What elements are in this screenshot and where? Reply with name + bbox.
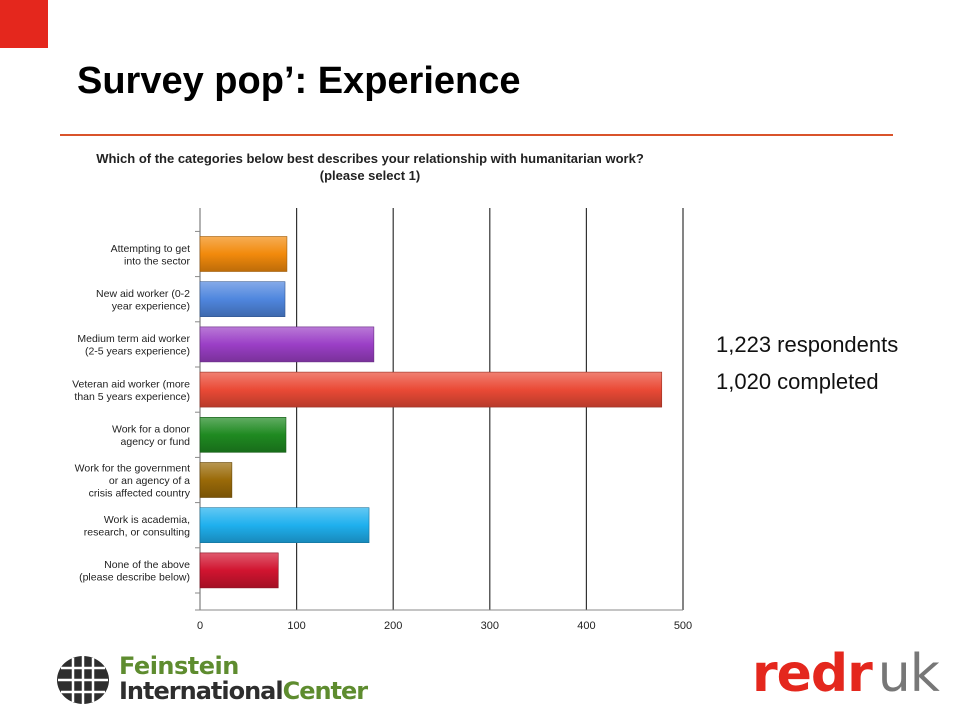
- chart-subtitle: (please select 1): [319, 168, 421, 183]
- x-tick-label-200: 200: [384, 620, 402, 632]
- category-label-line: or an agency of a: [109, 475, 190, 487]
- category-label-3: Medium term aid worker (2-5 years experie…: [77, 333, 190, 358]
- globe-mark-icon: [57, 656, 109, 704]
- category-label-line: Work is academia,: [104, 514, 190, 526]
- category-label-line: (please describe below): [79, 572, 190, 584]
- category-label-2: New aid worker (0-2 year experience): [96, 288, 190, 313]
- feinstein-wordmark-line2: InternationalCenter: [119, 677, 369, 705]
- category-label-line: Veteran aid worker (more: [72, 378, 190, 390]
- chart-title-block: Which of the categories below best descr…: [60, 150, 680, 184]
- category-label-line: than 5 years experience): [74, 391, 190, 403]
- x-tick-label-0: 0: [197, 620, 203, 632]
- category-label-line: Medium term aid worker: [77, 333, 190, 345]
- bar-7: [199, 507, 370, 544]
- category-label-line: research, or consulting: [84, 526, 190, 538]
- feinstein-wordmark-international: International: [119, 677, 284, 705]
- feinstein-wordmark-line1: Feinstein: [119, 652, 239, 680]
- chart-title: Which of the categories below best descr…: [96, 151, 644, 166]
- redr-uk-logo: redr uk: [752, 648, 940, 700]
- category-label-line: crisis affected country: [89, 488, 191, 500]
- title-divider: [60, 134, 893, 136]
- category-label-line: Work for the government: [75, 463, 190, 475]
- survey-stats: 1,223 respondents 1,020 completed: [716, 326, 898, 400]
- bar-3: [199, 326, 375, 363]
- category-label-line: None of the above: [104, 559, 190, 571]
- x-tick-label-300: 300: [481, 620, 499, 632]
- category-label-line: agency or fund: [121, 436, 191, 448]
- category-label-7: Work is academia, research, or consulting: [84, 514, 190, 539]
- bar-1: [199, 236, 288, 272]
- category-label-5: Work for a donor agency or fund: [112, 424, 191, 449]
- x-tick-label-100: 100: [287, 620, 305, 632]
- category-label-line: (2-5 years experience): [85, 346, 190, 358]
- category-label-line: New aid worker (0-2: [96, 288, 190, 300]
- feinstein-logo: Feinstein InternationalCenter: [55, 652, 368, 708]
- x-tick-label-400: 400: [577, 620, 595, 632]
- completed-count: 1,020 completed: [716, 369, 879, 394]
- bar-2: [199, 281, 286, 317]
- category-label-1: Attempting to get into the sector: [111, 243, 191, 268]
- category-label-line: Work for a donor: [112, 424, 191, 436]
- redr-wordmark: redr: [752, 644, 873, 704]
- category-label-line: Attempting to get: [111, 243, 190, 255]
- bar-chart: Attempting to get into the sector New aid …: [72, 208, 692, 632]
- bar-5: [199, 417, 287, 453]
- feinstein-wordmark-center: Center: [282, 677, 369, 705]
- bar-6: [199, 462, 233, 498]
- category-label-4: Veteran aid worker (more than 5 years exp…: [72, 378, 190, 403]
- bar-4: [199, 371, 663, 408]
- uk-wordmark: uk: [877, 644, 940, 704]
- category-label-6: Work for the government or an agency of a…: [75, 463, 191, 500]
- category-label-line: into the sector: [124, 255, 190, 267]
- slide-title: Survey pop’: Experience: [77, 60, 521, 102]
- corner-accent: [0, 0, 48, 48]
- category-label-8: None of the above (please describe below): [79, 559, 190, 584]
- bar-8: [199, 552, 279, 589]
- category-label-line: year experience): [112, 300, 190, 312]
- respondents-count: 1,223 respondents: [716, 332, 899, 357]
- x-tick-label-500: 500: [674, 620, 692, 632]
